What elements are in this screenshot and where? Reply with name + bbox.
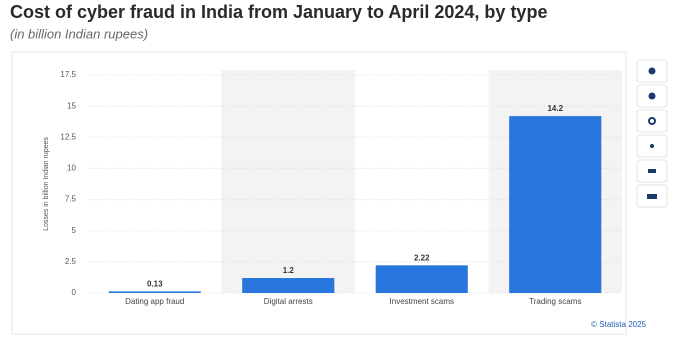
x-tick-label: Trading scams: [529, 297, 581, 306]
data-label: 14.2: [547, 104, 563, 113]
y-axis-label: Losses in billion Indian rupees: [43, 137, 50, 231]
printer-icon: [647, 194, 657, 199]
settings-button[interactable]: [636, 109, 668, 133]
band-shade: [221, 70, 355, 293]
share-icon: [650, 144, 654, 148]
data-label: 0.13: [147, 279, 163, 288]
gear-icon: [648, 117, 656, 125]
star-icon: [648, 67, 656, 75]
quote-icon: [648, 169, 656, 173]
y-tick-label: 10: [67, 164, 76, 173]
y-tick-label: 5: [72, 226, 77, 235]
bar: [108, 291, 201, 293]
y-tick-label: 12.5: [60, 132, 76, 141]
x-tick-label: Investment scams: [390, 297, 454, 306]
bar: [242, 278, 335, 293]
chart-title: Cost of cyber fraud in India from Januar…: [10, 2, 547, 22]
data-label: 1.2: [283, 266, 295, 275]
bar: [375, 265, 468, 293]
x-tick-label: Digital arrests: [264, 297, 313, 306]
credit: © Statista 2025: [591, 320, 646, 329]
toolbar: [636, 59, 668, 208]
y-tick-label: 0: [72, 288, 77, 297]
x-tick-label: Dating app fraud: [125, 297, 184, 306]
chart-subtitle: (in billion Indian rupees): [10, 26, 148, 41]
y-tick-label: 17.5: [60, 70, 76, 79]
y-tick-label: 7.5: [65, 195, 77, 204]
bar: [509, 116, 602, 293]
bell-icon: [648, 92, 656, 100]
y-tick-label: 15: [67, 101, 76, 110]
y-tick-label: 2.5: [65, 257, 77, 266]
data-label: 2.22: [414, 253, 430, 262]
